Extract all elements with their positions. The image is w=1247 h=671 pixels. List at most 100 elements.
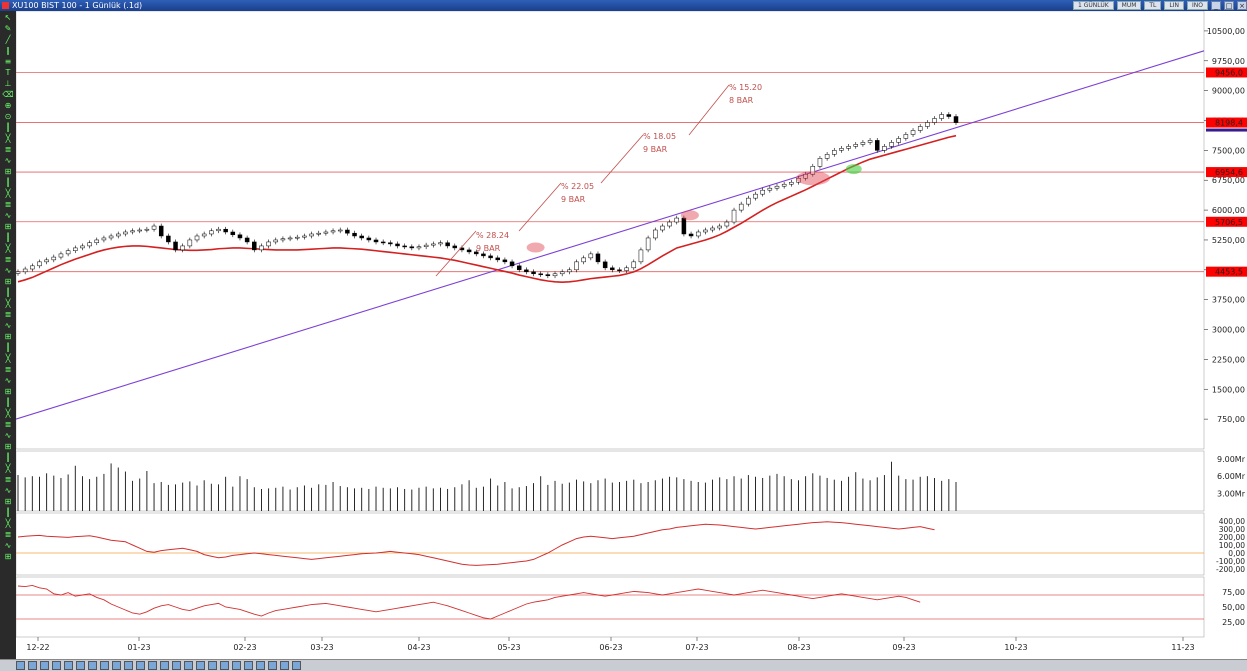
taskbar-app-icon[interactable]	[292, 661, 301, 670]
tool-icon[interactable]: ┃	[5, 453, 11, 462]
tool-icon[interactable]: ╳	[5, 134, 11, 143]
ruler-icon[interactable]: ⊥	[4, 79, 12, 88]
tool-icon[interactable]: ∿	[4, 156, 12, 165]
candle	[73, 247, 78, 251]
period-selector[interactable]: 1 GÜNLÜK	[1073, 1, 1114, 10]
tool-icon[interactable]: ╳	[5, 409, 11, 418]
tool-icon[interactable]: ⊞	[4, 222, 12, 231]
candle	[337, 229, 343, 232]
tool-icon[interactable]: ∿	[4, 376, 12, 385]
taskbar-app-icon[interactable]	[100, 661, 109, 670]
tool-icon[interactable]: ⊞	[4, 497, 12, 506]
volume-panel	[16, 450, 1205, 512]
candle	[373, 239, 379, 243]
tool-icon[interactable]: ┃	[5, 398, 11, 407]
price-tick-label: 9000,00	[1212, 87, 1245, 96]
tool-icon[interactable]: ╳	[5, 354, 11, 363]
tool-icon[interactable]: ╳	[5, 299, 11, 308]
tool-icon[interactable]: ╳	[5, 189, 11, 198]
tool-icon[interactable]: ╳	[5, 464, 11, 473]
taskbar-app-icon[interactable]	[256, 661, 265, 670]
price-tick-label: 6000,00	[1212, 206, 1245, 215]
tool-icon[interactable]: ┃	[5, 343, 11, 352]
tool-icon[interactable]: ┃	[5, 288, 11, 297]
channel-icon[interactable]: ∥	[6, 46, 10, 55]
tool-icon[interactable]: ≣	[4, 310, 12, 319]
currency-selector[interactable]: TL	[1144, 1, 1162, 10]
taskbar-app-icon[interactable]	[220, 661, 229, 670]
measure-bars-label: 8 BAR	[729, 96, 754, 105]
chart-type-selector[interactable]: MUM	[1116, 1, 1142, 10]
taskbar-app-icon[interactable]	[208, 661, 217, 670]
candle	[932, 118, 937, 123]
tool-icon[interactable]: ⊞	[4, 332, 12, 341]
taskbar-app-icon[interactable]	[28, 661, 37, 670]
taskbar-app-icon[interactable]	[64, 661, 73, 670]
taskbar-app-icon[interactable]	[244, 661, 253, 670]
tool-icon[interactable]: ∿	[4, 211, 12, 220]
candle	[230, 231, 236, 236]
tool-icon[interactable]: ∿	[4, 321, 12, 330]
tool-icon[interactable]: ╳	[5, 244, 11, 253]
taskbar-app-icon[interactable]	[232, 661, 241, 670]
tool-icon[interactable]: ∿	[4, 266, 12, 275]
taskbar-app-icon[interactable]	[124, 661, 133, 670]
line-icon[interactable]: ╱	[5, 35, 11, 44]
taskbar-app-icon[interactable]	[148, 661, 157, 670]
tool-icon[interactable]: ┃	[5, 123, 11, 132]
indicator-selector[interactable]: INO	[1187, 1, 1208, 10]
price-badge	[1206, 67, 1247, 78]
tool-icon[interactable]: ≣	[4, 255, 12, 264]
candle	[481, 253, 486, 257]
zoom-icon[interactable]: ⊕	[4, 101, 12, 110]
tool-icon[interactable]: ≣	[4, 200, 12, 209]
text-icon[interactable]: T	[5, 68, 11, 77]
close-icon[interactable]: ×	[1237, 1, 1247, 10]
taskbar-app-icon[interactable]	[112, 661, 121, 670]
pen-icon[interactable]: ✎	[4, 24, 12, 33]
trend-line	[16, 50, 1205, 420]
taskbar-app-icon[interactable]	[16, 661, 25, 670]
candle	[810, 166, 816, 175]
taskbar-app-icon[interactable]	[268, 661, 277, 670]
tool-icon[interactable]: ≣	[4, 420, 12, 429]
taskbar-app-icon[interactable]	[184, 661, 193, 670]
minimize-icon[interactable]: _	[1211, 1, 1221, 10]
taskbar-app-icon[interactable]	[172, 661, 181, 670]
tool-icon[interactable]: ┃	[5, 508, 11, 517]
tool-icon[interactable]: ⊞	[4, 552, 12, 561]
tool-icon[interactable]: ┃	[5, 178, 11, 187]
price-badge	[1206, 216, 1247, 227]
chart-area[interactable]: 10500,009750,009000,008250,007500,006750…	[16, 11, 1247, 659]
maximize-icon[interactable]: □	[1224, 1, 1234, 10]
tool-icon[interactable]: ╳	[5, 519, 11, 528]
magnet-icon[interactable]: ⊙	[4, 112, 12, 121]
tool-icon[interactable]: ≣	[4, 475, 12, 484]
taskbar-app-icon[interactable]	[76, 661, 85, 670]
candle	[667, 221, 672, 227]
tool-icon[interactable]: ⊞	[4, 442, 12, 451]
tool-icon[interactable]: ∿	[4, 486, 12, 495]
price-badge-label: 4453,5	[1215, 268, 1243, 277]
candle	[474, 251, 479, 255]
tool-icon[interactable]: ┃	[5, 233, 11, 242]
tool-icon[interactable]: ∿	[4, 431, 12, 440]
taskbar-app-icon[interactable]	[280, 661, 289, 670]
taskbar-app-icon[interactable]	[52, 661, 61, 670]
tool-icon[interactable]: ≣	[4, 530, 12, 539]
taskbar-app-icon[interactable]	[136, 661, 145, 670]
tool-icon[interactable]: ∿	[4, 541, 12, 550]
taskbar-app-icon[interactable]	[40, 661, 49, 670]
tool-icon[interactable]: ≣	[4, 365, 12, 374]
tool-icon[interactable]: ⊞	[4, 167, 12, 176]
taskbar-app-icon[interactable]	[196, 661, 205, 670]
scale-selector[interactable]: LIN	[1164, 1, 1185, 10]
taskbar-app-icon[interactable]	[160, 661, 169, 670]
tool-icon[interactable]: ≣	[4, 145, 12, 154]
eraser-icon[interactable]: ⌫	[2, 90, 14, 99]
taskbar-app-icon[interactable]	[88, 661, 97, 670]
tool-icon[interactable]: ⊞	[4, 387, 12, 396]
pointer-icon[interactable]: ↖	[4, 13, 12, 22]
tool-icon[interactable]: ⊞	[4, 277, 12, 286]
fib-icon[interactable]: ≡	[4, 57, 12, 66]
